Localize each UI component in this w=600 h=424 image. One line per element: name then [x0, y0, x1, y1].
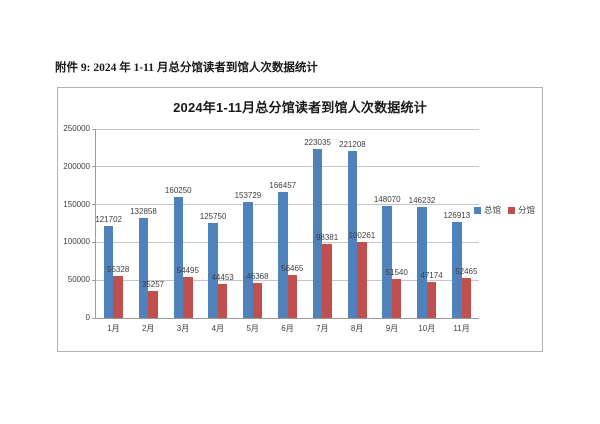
y-axis-tick-label: 50000	[67, 275, 90, 285]
bar-branch-library	[357, 242, 367, 318]
y-axis-tick	[92, 128, 96, 130]
bar-main-library	[452, 222, 462, 318]
bar-value-label: 126913	[443, 211, 471, 221]
bar-value-label: 132858	[130, 206, 157, 216]
legend-swatch-main	[473, 206, 481, 214]
bar-value-label: 44453	[211, 273, 234, 283]
bar-main-library	[278, 192, 288, 318]
bar-value-label: 153729	[234, 190, 262, 200]
bar-main-library	[243, 201, 253, 318]
bar-main-library	[103, 226, 114, 318]
bar-main-library	[208, 222, 218, 318]
bar-value-label: 125750	[199, 211, 227, 221]
bar-branch-library	[461, 278, 472, 318]
gridline	[96, 166, 479, 168]
legend-label: 分馆	[517, 205, 535, 215]
bar-value-label: 54495	[176, 265, 199, 275]
bar-main-library	[173, 196, 184, 318]
bar-value-label: 223035	[304, 138, 331, 148]
bar-value-label: 56465	[281, 264, 304, 274]
bar-value-label: 47174	[420, 271, 443, 281]
bar-value-label: 146232	[408, 196, 436, 206]
x-axis-category-label: 6月	[281, 324, 294, 333]
bar-value-label: 160250	[164, 185, 192, 195]
bar-branch-library	[426, 282, 437, 318]
bar-value-label: 148070	[373, 195, 401, 205]
bar-value-label: 121702	[95, 215, 123, 224]
x-axis-category-label: 7月	[316, 324, 329, 333]
gridline	[96, 204, 479, 206]
chart-frame: 2024年1-11月总分馆读者到馆人次数据统计 121702 55328 13285…	[57, 87, 543, 352]
plot-area: 121702 55328 132858 35257 160250 54495 125750 4…	[92, 128, 479, 319]
x-axis-category-label: 9月	[385, 324, 399, 333]
bar-value-label: 166457	[269, 181, 297, 191]
bar-value-label: 100261	[348, 231, 376, 241]
bar-value-label: 55328	[107, 265, 130, 275]
x-axis-category-label: 3月	[176, 324, 190, 333]
x-axis-category-label: 4月	[211, 324, 225, 333]
x-axis-category-label: 2月	[141, 324, 155, 333]
bar-branch-library	[183, 276, 193, 318]
chart-title: 2024年1-11月总分馆读者到馆人次数据统计	[173, 100, 427, 115]
bar-main-library	[138, 217, 149, 318]
bar-value-label: 51540	[385, 268, 408, 278]
bar-branch-library	[391, 279, 402, 318]
legend-label: 总馆	[483, 205, 501, 215]
bar-value-label: 221208	[339, 139, 366, 149]
bar-main-library	[312, 149, 323, 318]
gridline	[96, 128, 479, 130]
y-axis-tick	[92, 166, 96, 168]
bar-main-library	[347, 150, 358, 318]
x-axis-line	[92, 318, 479, 319]
bar-value-label: 46368	[246, 271, 269, 281]
y-axis-tick-label: 250000	[63, 124, 90, 133]
bar-value-label: 35257	[141, 280, 165, 290]
bar-value-label: 52465	[455, 267, 478, 277]
legend-swatch-branch	[507, 206, 515, 214]
y-axis-line	[95, 129, 96, 318]
attachment-heading: 附件 9: 2024 年 1-11 月总分馆读者到馆人次数据统计	[55, 62, 318, 74]
x-axis-category-label: 10月	[418, 324, 436, 333]
bar-main-library	[417, 207, 427, 318]
bar-branch-library	[322, 243, 332, 318]
y-axis-tick-label: 150000	[63, 199, 90, 209]
bar-branch-library	[217, 284, 228, 318]
x-axis-category-label: 5月	[246, 324, 259, 333]
legend-item: 分馆	[507, 204, 535, 216]
x-axis-category-label: 8月	[350, 324, 364, 333]
y-axis-tick	[92, 279, 96, 281]
y-axis-tick-label: 0	[85, 313, 90, 322]
gridline	[96, 241, 479, 243]
bar-main-library	[382, 206, 392, 318]
y-axis-tick-label: 100000	[63, 237, 90, 247]
bar-value-label: 98381	[315, 232, 339, 242]
chart-legend: 总馆 分馆	[473, 204, 535, 216]
bar-branch-library	[287, 275, 297, 318]
bar-branch-library	[148, 291, 158, 318]
legend-item: 总馆	[473, 204, 501, 216]
y-axis-tick	[92, 204, 96, 206]
bar-branch-library	[252, 282, 263, 318]
x-axis-category-label: 11月	[453, 324, 470, 333]
x-axis-category-label: 1月	[107, 324, 120, 333]
y-axis-tick-label: 200000	[63, 161, 90, 171]
bar-branch-library	[113, 276, 123, 318]
y-axis-tick	[92, 241, 96, 243]
